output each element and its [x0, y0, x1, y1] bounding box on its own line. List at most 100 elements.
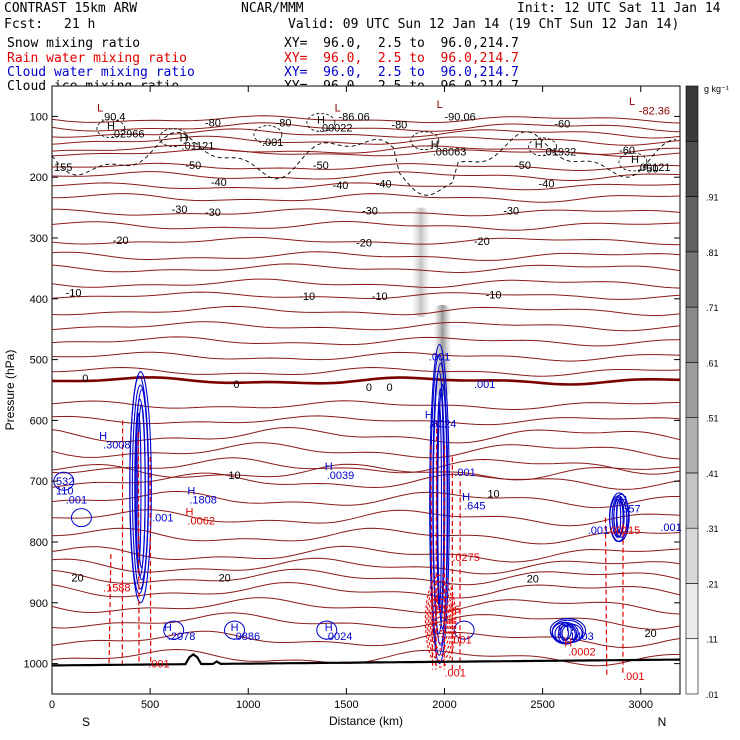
field-cloudwater-name: Cloud water mixing ratio: [7, 65, 195, 80]
extremum-marker: H: [431, 139, 439, 151]
isotherm-line: [52, 135, 680, 146]
extremum-value: .0039: [327, 470, 355, 482]
x-tick-label: 1000: [236, 699, 260, 711]
cloud-ice-contour-2: [253, 125, 283, 145]
extremum-value: .001: [454, 467, 475, 479]
extremum-value: .1588: [103, 583, 131, 595]
isotherm-line: [52, 442, 680, 460]
isotherm-line: [52, 171, 680, 182]
y-tick-label: 200: [30, 172, 48, 184]
cloud-ice-contour-1: [159, 128, 189, 148]
field-snow-name: Snow mixing ratio: [7, 36, 141, 51]
init-time: Init: 12 UTC Sat 11 Jan 14: [517, 1, 721, 16]
snow-shade-0: [411, 207, 430, 318]
extremum-value: 110: [56, 485, 74, 497]
extremum-value: .001: [66, 494, 87, 506]
valid-time: Valid: 09 UTC Sun 12 Jan 14 (19 ChT Sun …: [288, 17, 680, 32]
cloud-water-patch-5: [70, 508, 92, 528]
isotherm-line: [52, 305, 680, 317]
rain-water-contour-0: [108, 554, 112, 664]
y-axis-title: Pressure (hPa): [3, 350, 17, 431]
extremum-marker: H: [99, 431, 107, 443]
isotherm-label: 20: [527, 573, 539, 585]
isotherm-line: [52, 415, 680, 426]
extremum-value: .001: [262, 137, 283, 149]
isotherm-line: [52, 400, 680, 411]
extremum-marker: H: [187, 485, 195, 497]
y-tick-label: 900: [30, 598, 48, 610]
isotherm-line: [52, 122, 680, 133]
isotherm-0: [52, 376, 680, 386]
isotherm-labels: -80 -80 -80 -60 -60 -50 -50 -50 -50 -40 -40 -40 -40 -…: [66, 117, 659, 640]
extremum-value: .0062: [187, 516, 215, 528]
isotherm-label: -30: [362, 206, 378, 218]
isotherm-label: -30: [172, 204, 188, 216]
isotherm-label: -40: [376, 178, 392, 190]
rain-water-contours: [108, 420, 624, 676]
extremum-value: -82.36: [639, 105, 670, 117]
isotherm-label: -50: [313, 160, 329, 172]
extremum-value: .0024: [325, 631, 353, 643]
isotherm--50: [52, 162, 680, 172]
isotherm-label: -50: [643, 164, 659, 176]
extremum-marker: H: [535, 139, 543, 151]
y-tick-label: 600: [30, 415, 48, 427]
cloud-water-patch-3: [453, 620, 475, 640]
isotherm-label: 20: [644, 628, 656, 640]
rain-water-contour-4: [430, 444, 434, 670]
rain-water-contour-9: [604, 517, 608, 676]
x-axis-end-left: S: [82, 715, 90, 729]
isotherm-line: [52, 278, 680, 289]
x-axis-title: Distance (km): [329, 714, 403, 728]
isotherm-label: 10: [228, 470, 240, 482]
colorbar-label: .91: [706, 193, 719, 203]
isotherm-label: -80: [391, 119, 407, 131]
extremum-marker: H: [619, 494, 627, 506]
rain-water-contour-3: [149, 456, 152, 664]
x-axis-end-right: N: [658, 715, 667, 729]
cloud-water-patch-0: [163, 620, 185, 640]
extrema-labels: L.90.4H.02966 H.01121.001H.00022L-86.06L-…: [53, 96, 682, 683]
isotherm-label: -20: [474, 236, 490, 248]
extremum-value: .8024: [429, 418, 457, 430]
x-tick-label: 2000: [432, 699, 456, 711]
cloud-ice-outline: [52, 131, 677, 196]
extremum-marker: H: [231, 622, 239, 634]
extremum-value: .0002: [568, 646, 596, 658]
extremum-value: .8346: [433, 604, 461, 616]
isotherm-line: [52, 221, 680, 231]
rain-core-contour: [434, 610, 447, 632]
y-tick-label: 500: [30, 355, 48, 367]
isotherm-label: -60: [619, 145, 635, 157]
temperature-contours: [52, 115, 680, 667]
colorbar-swatch: [685, 527, 699, 584]
x-tick-label: 2500: [530, 699, 554, 711]
y-tick-label: 300: [30, 233, 48, 245]
field-snow-xy: XY= 96.0, 2.5 to 96.0,214.7: [284, 36, 519, 51]
extremum-value: .00022: [319, 122, 353, 134]
isotherm-label: -80: [205, 117, 221, 129]
extremum-marker: H: [325, 461, 333, 473]
y-tick-label: 800: [30, 537, 48, 549]
isotherm-label: 20: [219, 572, 231, 584]
x-tick-label: 0: [49, 699, 55, 711]
cloud-ice-contour-4: [410, 131, 440, 151]
colorbar-swatch: [685, 196, 699, 253]
colorbar-label: .81: [706, 248, 719, 258]
extremum-marker: H: [325, 622, 333, 634]
isotherm-line: [52, 321, 680, 332]
colorbar-swatch: [685, 583, 699, 640]
rain-core-contour: [428, 586, 454, 656]
cloud-water-contours: [53, 343, 630, 665]
extremum-value: .90.4: [101, 111, 125, 123]
rain-core-contour: [426, 580, 455, 662]
cloud-water-contour-3: [560, 624, 569, 642]
colorbar-swatch: [685, 251, 699, 308]
y-tick-label: 700: [30, 476, 48, 488]
colorbar-swatch: [685, 362, 699, 418]
cloud-ice-contour-3: [306, 113, 336, 132]
extremum-value: .657: [619, 504, 640, 516]
extremum-marker: H: [631, 154, 639, 166]
isotherm--20: [52, 236, 680, 246]
